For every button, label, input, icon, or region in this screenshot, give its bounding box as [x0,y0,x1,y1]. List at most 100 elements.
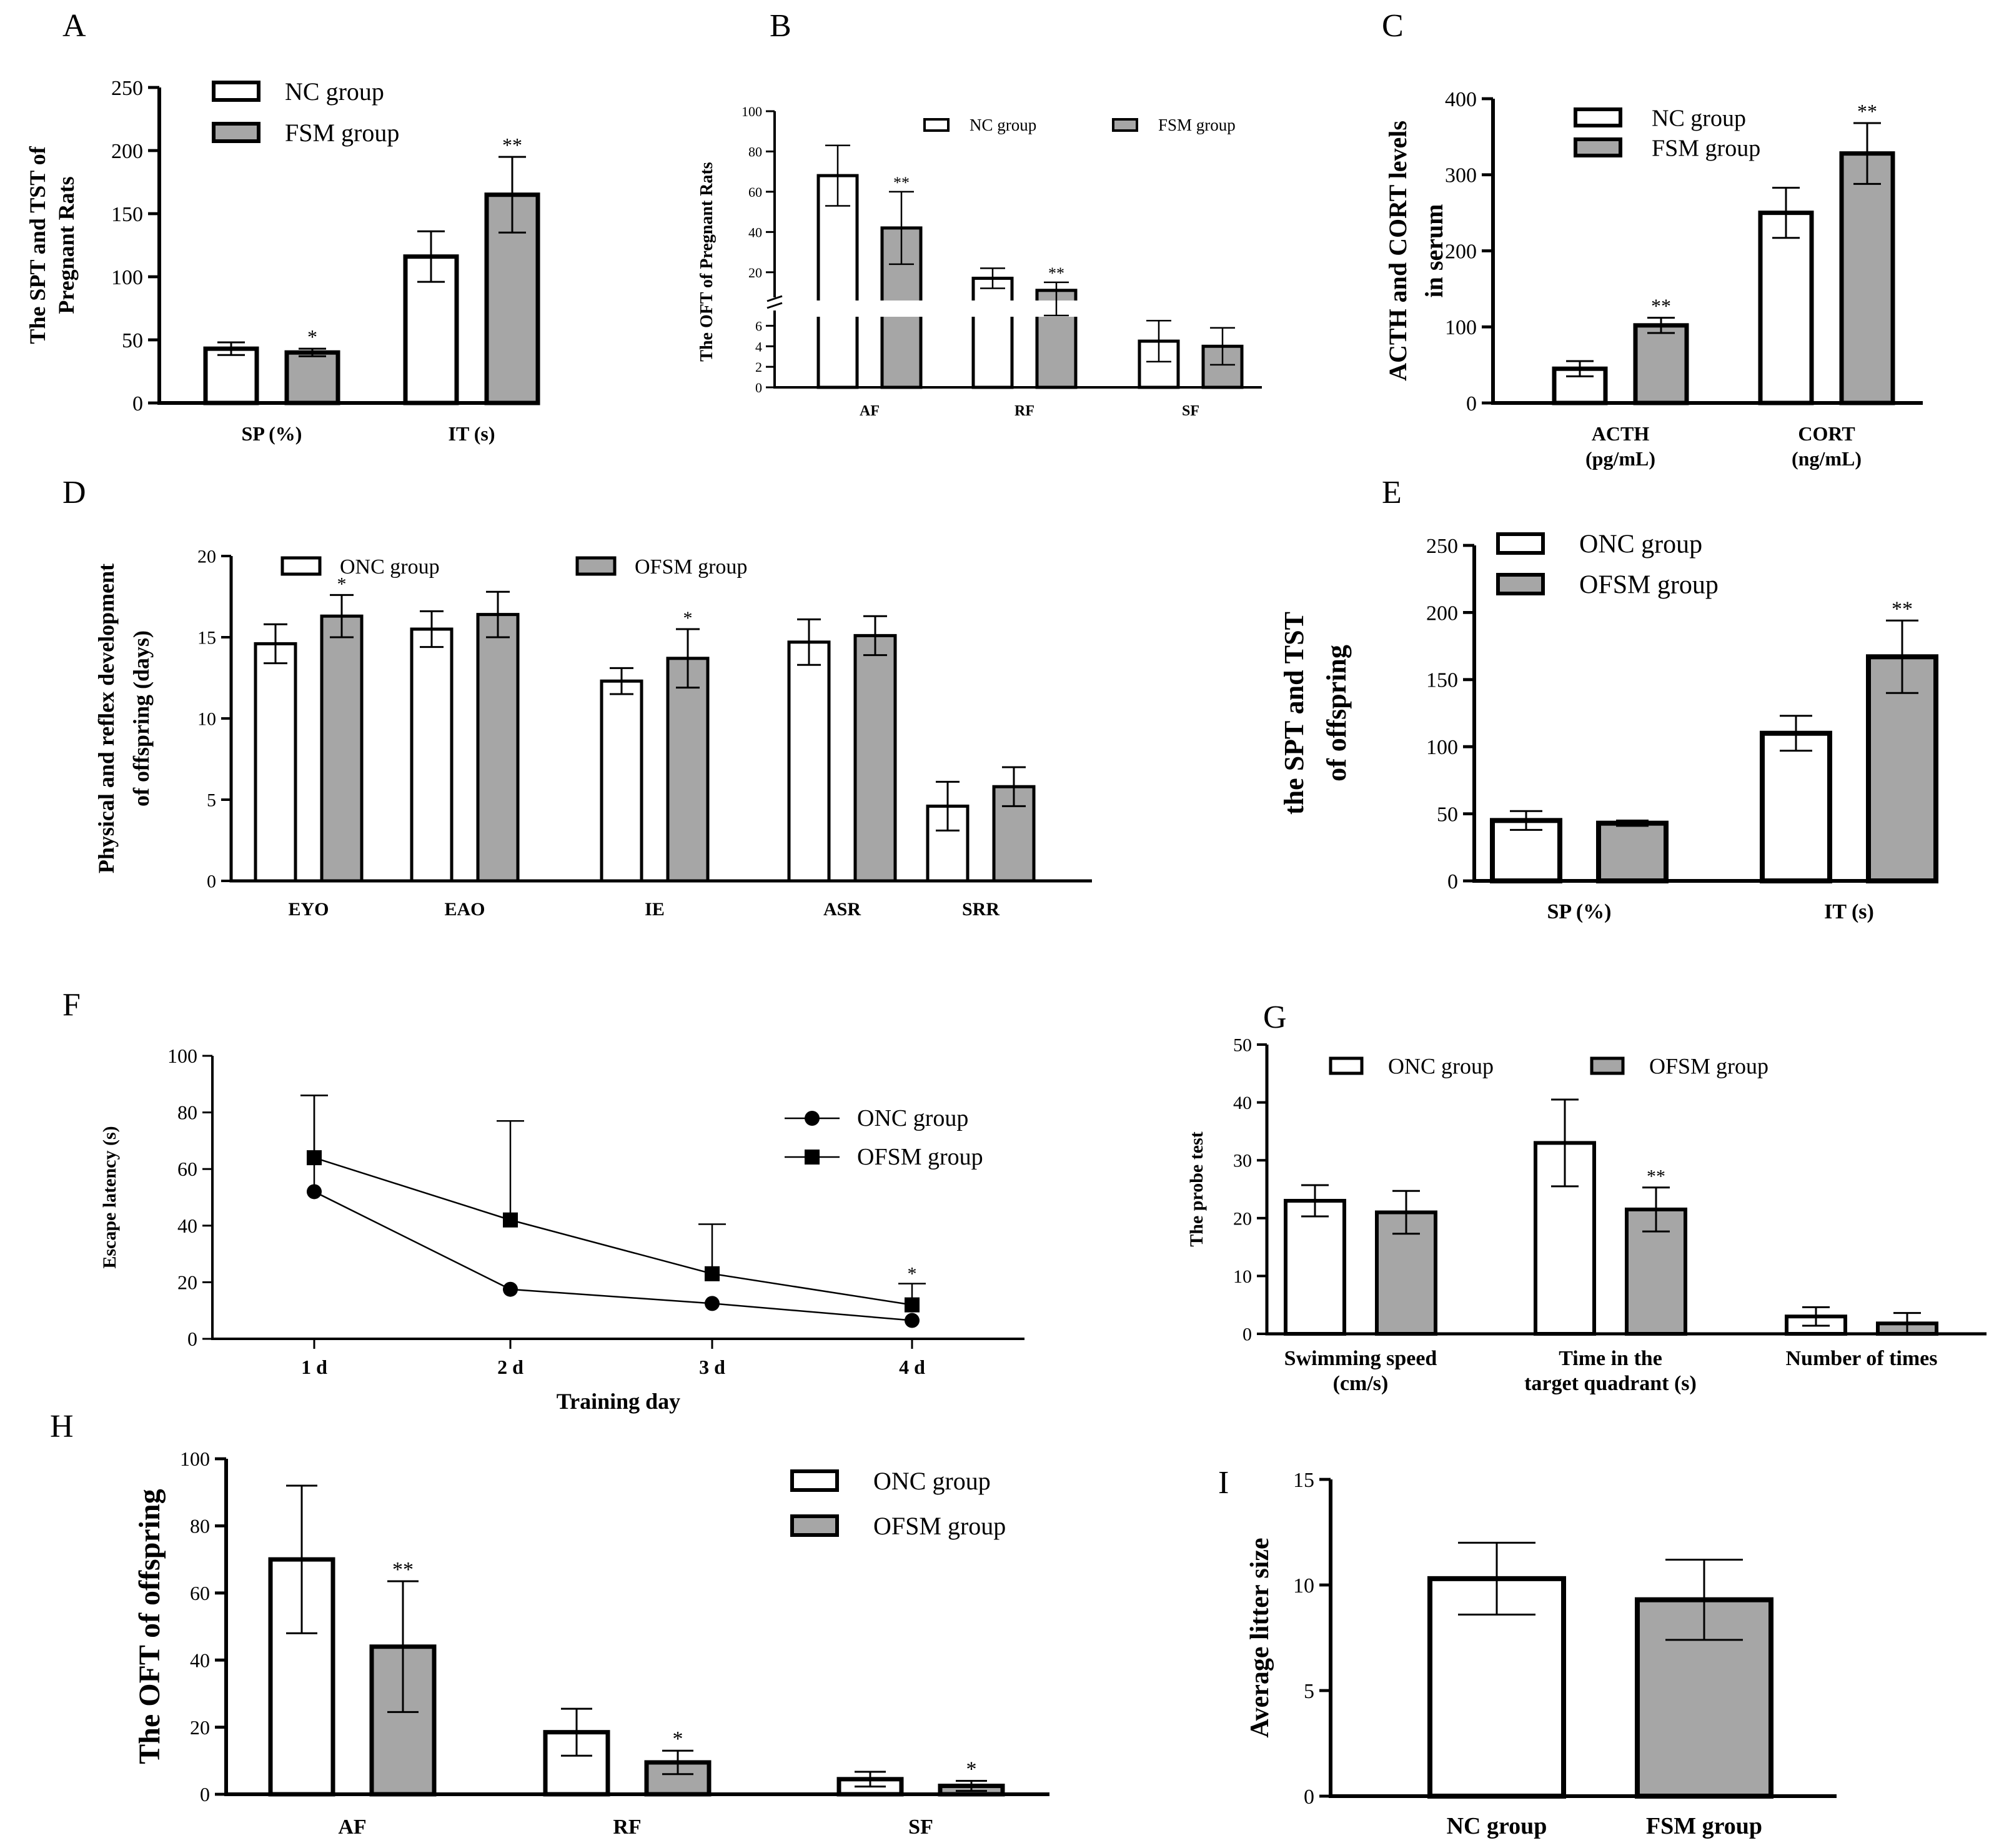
y-tick-label: 100 [180,1448,210,1470]
x-category-label: 2 d [497,1356,523,1378]
significance-mark: ** [502,134,522,156]
legend-label: OFSM group [873,1512,1006,1540]
x-category-label: SP (%) [242,422,302,445]
bar-nc-group [203,346,259,405]
legend-label: NC group [1652,105,1746,131]
bar-nc-group [403,254,459,405]
legend-label: ONC group [1579,530,1702,559]
panel-h: H 0 20 40 60 80 100 The OFT of offspring ** AF * RF… [50,1409,1049,1839]
y-tick-label: 10 [1233,1266,1252,1287]
x-category-label: FSM group [1646,1813,1762,1839]
x-category-label: IT (s) [1824,900,1874,923]
x-category-label: 3 d [699,1356,725,1378]
x-category-label: IT (s) [449,422,495,445]
panel-letter: C [1382,8,1404,44]
y-tick-label: 20 [197,547,216,567]
panel-d: D 0 5 10 15 20 Physical and reflex development… [62,475,1092,920]
y-tick-label: 80 [177,1101,197,1124]
legend-label: NC group [285,77,384,106]
y-tick-label: 0 [200,1783,210,1806]
y-tick-label: 100 [1426,736,1458,759]
y-tick-label: 40 [177,1215,197,1237]
data-point-circle [905,1313,920,1328]
y-tick-label: 50 [122,329,143,352]
y-tick-label: 0 [1447,870,1458,893]
bar-nc-group [1758,211,1814,405]
x-category-label: IE [645,899,665,920]
y-tick-label: 50 [1233,1035,1252,1056]
y-tick-label: 400 [1445,88,1477,111]
bar-nc-group [971,276,1014,389]
y-tick-label: 2 [755,359,762,375]
legend-swatch [1574,107,1622,127]
y-axis-label: ACTH and CORT levels [1384,121,1412,381]
legend-swatch [1574,137,1622,157]
y-tick-label: 200 [111,140,143,163]
series-line-onc-group [314,1191,913,1321]
y-tick-label: 20 [177,1271,197,1293]
axis-break-gap [816,301,860,317]
bar-ofsm-group [369,1644,437,1797]
legend-swatch [790,1514,839,1537]
panel-letter: H [50,1409,74,1444]
legend-swatch [790,1469,839,1492]
y-tick-label: 0 [1304,1786,1314,1809]
y-axis-label: Pregnant Rats [54,176,79,314]
panel-i: I 0 5 10 15 Average litter size NC group FSM gr… [1218,1465,1837,1839]
bar-nc-group [816,174,859,389]
y-tick-label: 100 [742,104,762,119]
legend-swatch [923,118,950,132]
bar-onc-group [410,627,454,883]
significance-mark: ** [1048,264,1064,282]
x-category-label: Time in the [1559,1347,1662,1370]
bar-ofsm-group [320,614,364,883]
axis-break-mark [766,302,783,309]
panel-e: E 0 50 100 150 200 250 the SPT and TST of offspr… [1279,475,1938,923]
legend-label: OFSM group [635,555,747,579]
legend-swatch [1496,573,1545,595]
significance-mark: ** [392,1558,414,1581]
y-axis-label: The SPT and TST of [25,146,50,344]
y-tick-label: 0 [187,1328,197,1350]
legend-marker-circle [805,1111,820,1126]
panel-f: F 0 20 40 60 80 100 1 d 2 d 3 d 4 d Training day Esc… [62,987,1024,1414]
y-tick-label: 60 [190,1582,210,1604]
significance-mark: * [307,325,317,348]
legend-swatch [1329,1056,1364,1075]
y-tick-label: 80 [190,1515,210,1538]
y-axis-label: the SPT and TST [1279,612,1309,815]
x-category-label: NC group [1447,1813,1547,1839]
y-axis-label: The probe test [1186,1131,1207,1246]
bar-fsm-group [484,192,540,405]
legend-label: FSM group [285,119,399,147]
y-tick-label: 300 [1445,164,1477,187]
y-axis-label: in serum [1420,204,1448,298]
y-tick-label: 50 [1437,803,1458,827]
legend-swatch [280,556,322,576]
panel-g: G 0 10 20 30 40 50 The probe test Swimming speed… [1186,1000,1987,1395]
legend-label: ONC group [1388,1054,1494,1079]
axis-break-gap [971,301,1014,317]
y-tick-label: 150 [1426,669,1458,692]
x-category-label: (pg/mL) [1585,447,1655,470]
legend-label: NC group [970,116,1036,134]
legend-label: ONC group [857,1105,968,1131]
legend-label: FSM group [1158,116,1236,134]
y-tick-label: 0 [207,872,216,892]
panel-letter: G [1263,1000,1287,1035]
y-tick-label: 30 [1233,1151,1252,1171]
y-tick-label: 5 [207,790,216,811]
panel-letter: F [62,987,81,1023]
bar-ofsm-group [1866,654,1938,884]
y-axis-label: The OFT of offspring [133,1489,166,1764]
y-axis-label: Average litter size [1246,1538,1274,1737]
significance-mark: * [908,1264,917,1284]
axis-break-gap [880,301,923,317]
legend-swatch [575,556,617,576]
series-line-ofsm-group [314,1156,913,1306]
significance-mark: ** [1892,597,1913,620]
bar-fsm-group [1633,323,1689,405]
y-tick-label: 40 [748,224,762,240]
y-tick-label: 0 [1466,392,1477,415]
data-point-square [705,1266,720,1281]
